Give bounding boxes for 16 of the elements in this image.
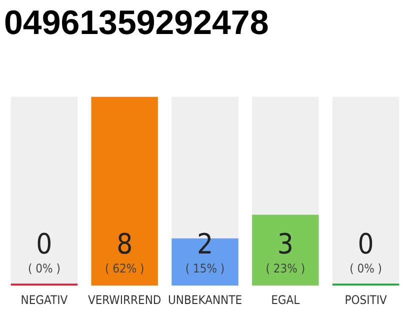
annotation: ( 23% ) [266,262,306,276]
x-tick-label: UNBEKANNTE [168,292,242,307]
x-tick-label: VERWIRREND [88,292,162,307]
data-label: 8 [116,228,133,261]
data-label: 3 [277,228,294,261]
x-tick-label: POSITIV [344,292,388,307]
annotation: ( 62% ) [104,262,144,276]
data-label: 0 [358,228,374,261]
chart-title: 04961359292478 [4,4,269,42]
x-tick-label: EGAL [271,292,300,307]
data-label: 0 [36,228,52,261]
x-tick-label: NEGATIV [20,292,68,307]
data-label: 2 [196,228,214,261]
annotation: ( 0% ) [350,262,382,276]
annotation: ( 15% ) [185,262,225,276]
annotation: ( 0% ) [28,262,60,276]
